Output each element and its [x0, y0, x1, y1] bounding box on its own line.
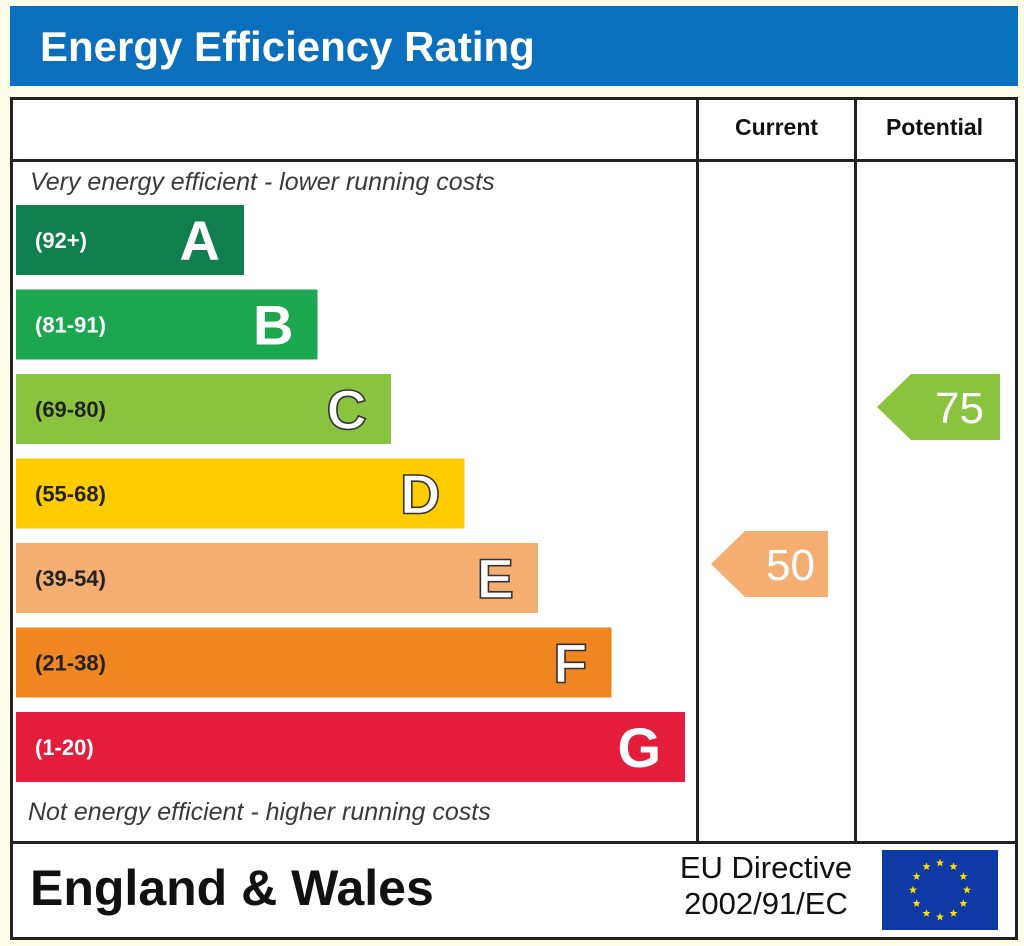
band-letter-g: G [617, 716, 661, 779]
rating-arrow-potential [877, 374, 1000, 440]
flag-star [959, 899, 968, 907]
flag-star [936, 912, 944, 921]
eu-directive-text: EU Directive 2002/91/EC [662, 850, 870, 922]
band-bar-f [16, 627, 612, 698]
band-letter-e: E [477, 547, 514, 610]
footer-row-divider [13, 841, 1015, 844]
current-column-divider [696, 100, 699, 844]
footer-region: England & Wales [30, 860, 434, 916]
directive-line-2: 2002/91/EC [684, 886, 848, 921]
band-range-label: (69-80) [35, 397, 106, 422]
rating-value-potential: 75 [935, 384, 984, 433]
flag-star [959, 872, 968, 880]
header-bar: Energy Efficiency Rating [10, 6, 1018, 86]
rating-value-current: 50 [766, 541, 815, 590]
potential-column-divider [854, 100, 857, 844]
directive-line-1: EU Directive [679, 850, 853, 885]
band-bar-g [16, 712, 685, 782]
flag-star [963, 885, 971, 894]
band-range-label: (39-54) [35, 566, 106, 591]
flag-star [922, 862, 931, 871]
note-bottom: Not energy efficient - higher running co… [28, 798, 491, 826]
band-range-label: (92+) [35, 228, 87, 253]
flag-star [909, 885, 917, 894]
flag-star [922, 909, 931, 917]
band-letter-a: A [180, 209, 220, 272]
flag-star [936, 858, 944, 867]
header-row-divider [13, 159, 1015, 162]
band-letter-b: B [253, 294, 293, 357]
flag-star [912, 899, 921, 907]
column-header-current: Current [734, 114, 819, 140]
flag-star [912, 872, 921, 880]
note-top: Very energy efficient - lower running co… [30, 168, 495, 196]
band-range-label: (1-20) [35, 735, 94, 760]
band-bar-d [16, 458, 465, 529]
band-bar-a [16, 205, 244, 275]
eu-flag-icon [882, 850, 998, 930]
page-title: Energy Efficiency Rating [40, 23, 535, 70]
band-letter-d: D [400, 463, 440, 526]
band-bar-e [16, 543, 538, 613]
flag-star [949, 862, 958, 871]
band-letter-f: F [553, 632, 587, 695]
band-bar-c [16, 374, 391, 444]
band-range-label: (55-68) [35, 482, 106, 507]
band-range-label: (81-91) [35, 313, 106, 338]
band-range-label: (21-38) [35, 651, 106, 676]
flag-star [949, 909, 958, 917]
band-bar-b [16, 289, 318, 360]
rating-arrow-current [711, 531, 828, 597]
band-letter-c: C [327, 378, 367, 441]
column-header-potential: Potential [885, 114, 984, 140]
